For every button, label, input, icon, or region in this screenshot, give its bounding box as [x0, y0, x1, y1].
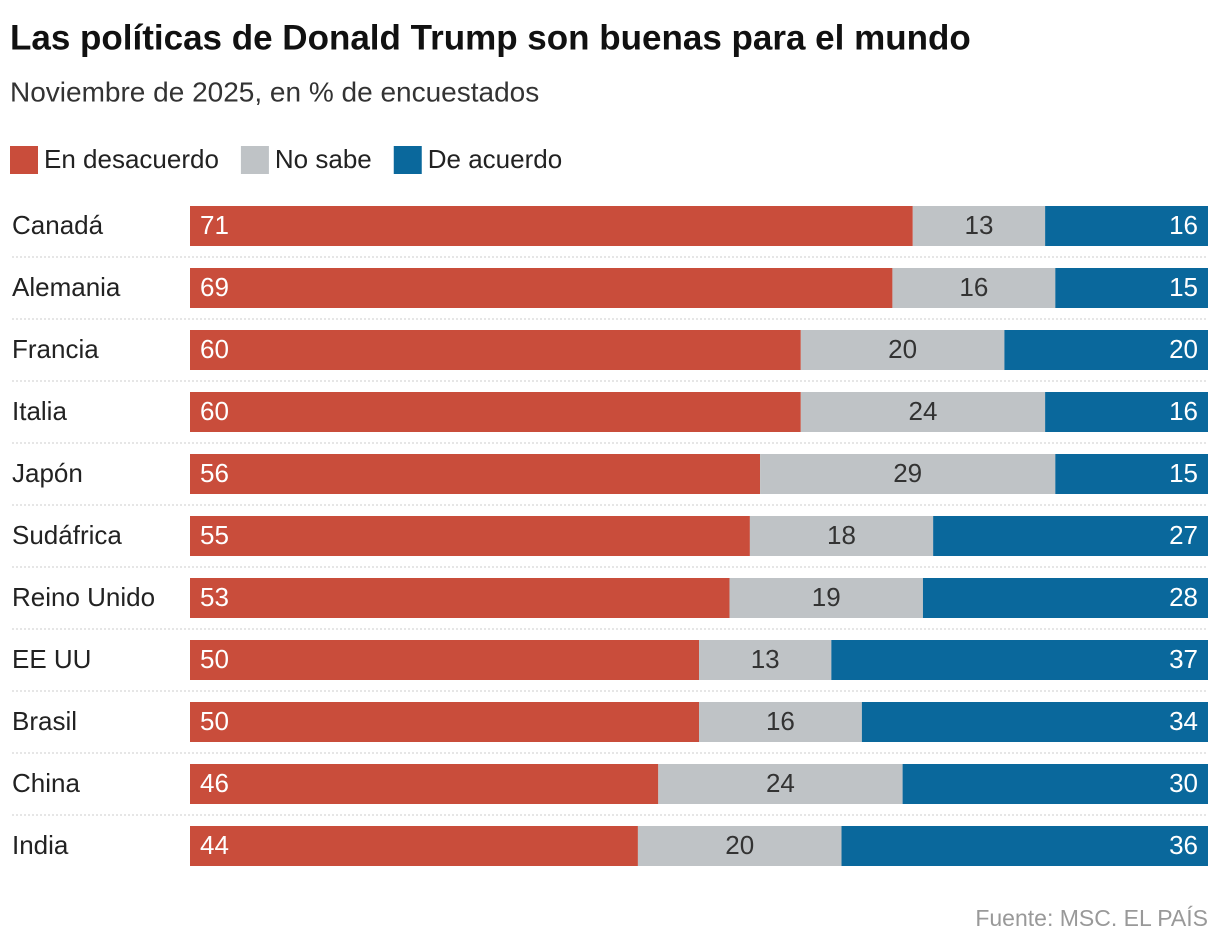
bar-segment [190, 268, 893, 308]
source: Fuente: MSC. EL PAÍS [975, 905, 1208, 931]
legend-swatch [393, 146, 422, 174]
value-label: 37 [1169, 644, 1198, 674]
value-label: 19 [812, 582, 841, 612]
bar-segment [831, 640, 1208, 680]
bar-segment [902, 764, 1208, 804]
bar-segment [892, 268, 1056, 308]
value-label: 13 [964, 210, 993, 240]
value-label: 46 [200, 768, 229, 798]
bar-segment [841, 826, 1208, 866]
value-label: 50 [200, 644, 229, 674]
value-label: 16 [959, 272, 988, 302]
value-label: 60 [200, 396, 229, 426]
value-label: 20 [725, 830, 754, 860]
value-label: 16 [1169, 210, 1198, 240]
category-label: EE UU [12, 644, 91, 674]
chart-title: Las políticas de Donald Trump son buenas… [10, 18, 971, 57]
bar-segment [190, 764, 659, 804]
category-label: Canadá [12, 210, 104, 240]
bar-segment [1045, 392, 1208, 432]
bar-segment [658, 764, 903, 804]
value-label: 20 [888, 334, 917, 364]
bar-segment [190, 702, 699, 742]
bar-segment [190, 826, 638, 866]
value-label: 36 [1169, 830, 1198, 860]
chart-subtitle: Noviembre de 2025, en % de encuestados [10, 76, 539, 107]
value-label: 18 [827, 520, 856, 550]
value-label: 20 [1169, 334, 1198, 364]
value-label: 69 [200, 272, 229, 302]
category-label: Italia [12, 396, 67, 426]
value-label: 34 [1169, 706, 1198, 736]
value-label: 29 [893, 458, 922, 488]
category-label: China [12, 768, 80, 798]
value-label: 24 [766, 768, 795, 798]
bar-segment [912, 206, 1046, 246]
value-label: 28 [1169, 582, 1198, 612]
bar-segment [933, 516, 1208, 556]
category-label: Alemania [12, 272, 121, 302]
value-label: 15 [1169, 272, 1198, 302]
legend-swatch [240, 146, 269, 174]
bar-segment [190, 578, 730, 618]
category-label: Francia [12, 334, 99, 364]
category-label: Brasil [12, 706, 77, 736]
value-label: 24 [908, 396, 937, 426]
bar-segment [729, 578, 923, 618]
bar-segment [190, 640, 699, 680]
value-label: 60 [200, 334, 229, 364]
bar-segment [1055, 454, 1208, 494]
value-label: 56 [200, 458, 229, 488]
bar-segment [800, 330, 1005, 370]
bar-segment [190, 206, 913, 246]
bar-segment [190, 516, 750, 556]
bar-segment [1055, 268, 1208, 308]
bar-segment [1004, 330, 1208, 370]
bar-segment [922, 578, 1208, 618]
legend-label: No sabe [275, 144, 372, 174]
bar-segment [637, 826, 842, 866]
bar-segment [190, 392, 801, 432]
value-label: 15 [1169, 458, 1198, 488]
bar-segment [190, 454, 761, 494]
category-label: Reino Unido [12, 582, 155, 612]
bar-segment [1045, 206, 1208, 246]
value-label: 71 [200, 210, 229, 240]
bar-segment [699, 640, 832, 680]
bar-segment [861, 702, 1208, 742]
category-label: Japón [12, 458, 83, 488]
legend-label: En desacuerdo [44, 144, 219, 174]
value-label: 53 [200, 582, 229, 612]
category-label: India [12, 830, 69, 860]
value-label: 27 [1169, 520, 1198, 550]
bar-segment [699, 702, 862, 742]
bar-segment [800, 392, 1046, 432]
value-label: 13 [751, 644, 780, 674]
value-label: 30 [1169, 768, 1198, 798]
legend-swatch [10, 146, 38, 174]
value-label: 55 [200, 520, 229, 550]
value-label: 44 [200, 830, 229, 860]
bar-segment [190, 330, 801, 370]
bar-segment [749, 516, 934, 556]
category-label: Sudáfrica [12, 520, 122, 550]
value-label: 16 [1169, 396, 1198, 426]
bar-segment [760, 454, 1056, 494]
value-label: 16 [766, 706, 795, 736]
legend-label: De acuerdo [428, 144, 562, 174]
value-label: 50 [200, 706, 229, 736]
